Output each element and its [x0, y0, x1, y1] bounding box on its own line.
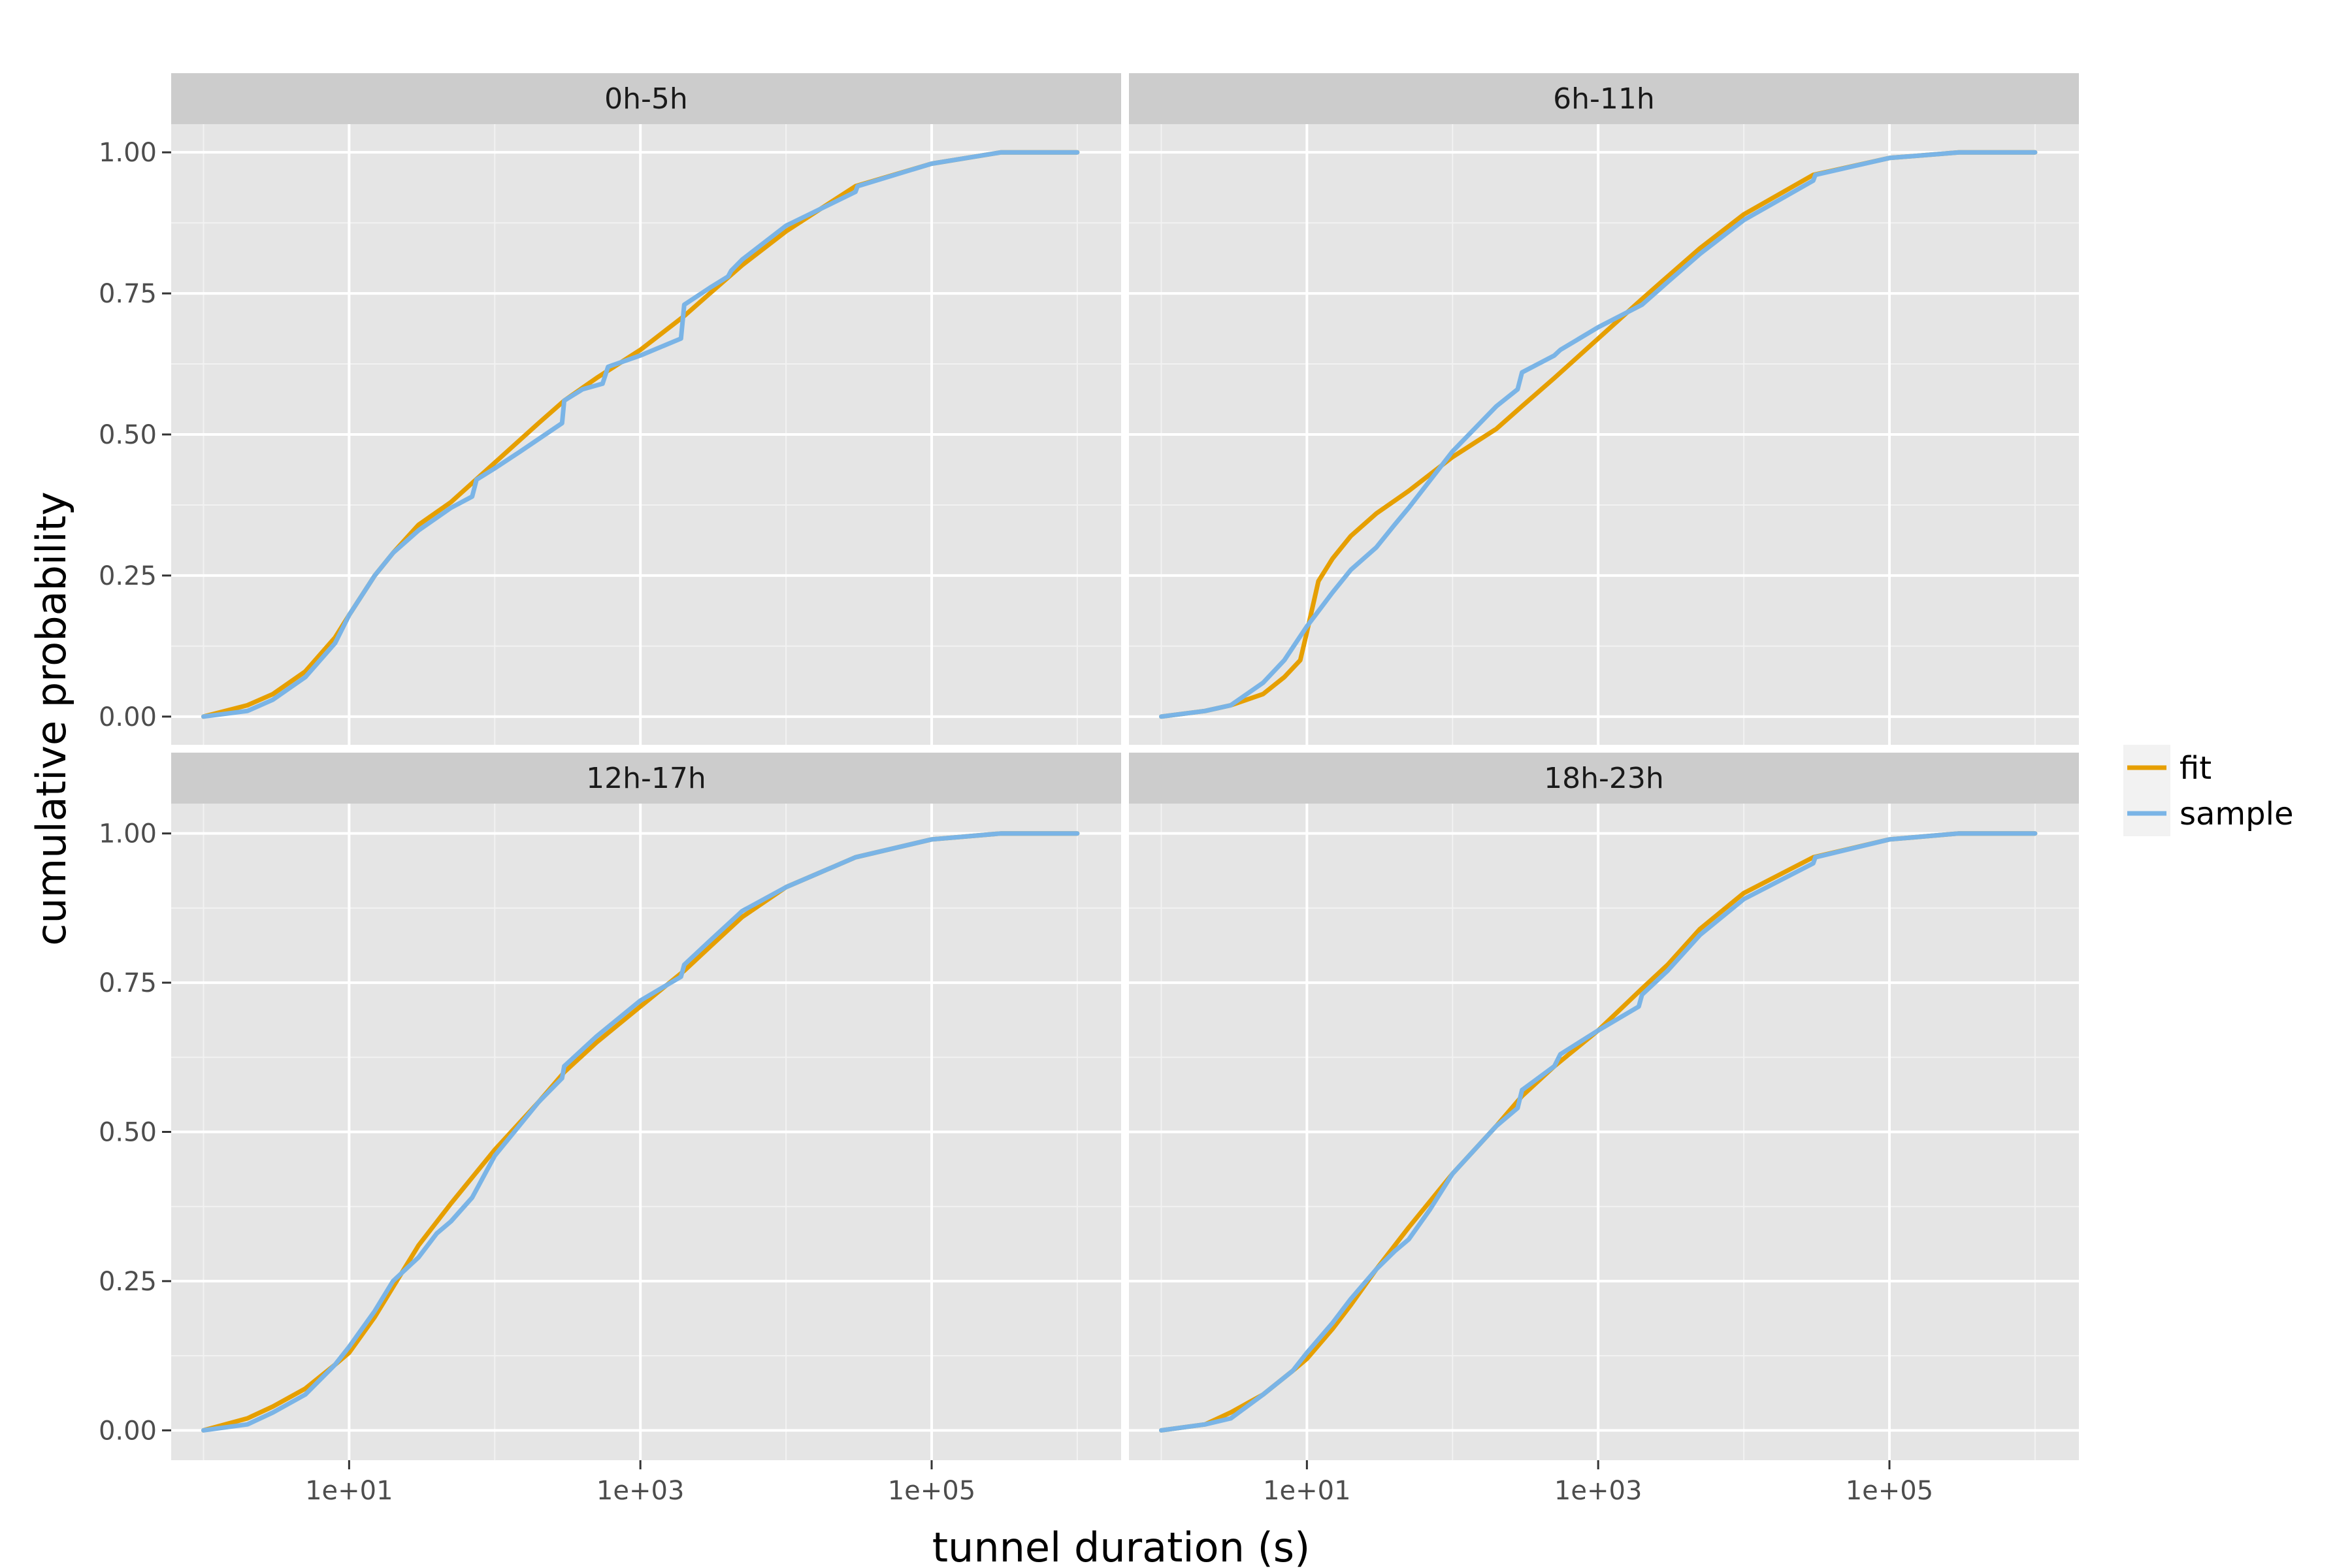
y-tick-label: 0.50	[99, 1118, 157, 1148]
x-tick-label: 1e+01	[1263, 1476, 1350, 1506]
y-tick-label: 0.00	[99, 1416, 157, 1446]
x-axis-title: tunnel duration (s)	[932, 1524, 1311, 1568]
x-tick-label: 1e+03	[596, 1476, 684, 1506]
y-tick-label: 0.25	[99, 1267, 157, 1297]
facet-strip-label: 12h-17h	[586, 762, 706, 795]
facet-strip-label: 18h-23h	[1544, 762, 1664, 795]
y-tick-label: 0.00	[99, 702, 157, 732]
legend-item-fit: fit	[2123, 745, 2212, 791]
y-tick-label: 0.25	[99, 561, 157, 591]
facet-panel-0: 0h-5h 0.00 0.25 0.50 0.75 1.00	[99, 73, 1121, 745]
facet-strip	[171, 753, 1121, 804]
y-tick-label: 1.00	[99, 138, 157, 168]
y-axis-title: cumulative probability	[27, 491, 75, 945]
facet-strip	[1129, 753, 2079, 804]
y-tick-label: 0.75	[99, 279, 157, 309]
x-tick-label: 1e+05	[1846, 1476, 1933, 1506]
y-tick-label: 0.50	[99, 420, 157, 450]
legend: fit sample	[2123, 745, 2294, 836]
legend-label: sample	[2180, 796, 2294, 832]
facet-strip-label: 0h-5h	[604, 82, 688, 116]
facet-panel-1: 6h-11h	[1129, 73, 2079, 745]
x-tick-label: 1e+03	[1554, 1476, 1642, 1506]
series-line-sample	[1159, 150, 2038, 719]
series-line-fit	[1159, 150, 2038, 719]
facet-strip	[171, 73, 1121, 124]
series-line-sample	[1159, 831, 2038, 1433]
y-tick-label: 0.75	[99, 968, 157, 998]
facet-panel-3: 18h-23h 1e+01 1e+03 1e+05	[1129, 753, 2079, 1506]
series-line-sample	[201, 831, 1080, 1433]
y-tick-label: 1.00	[99, 819, 157, 849]
facet-strip	[1129, 73, 2079, 124]
x-tick-label: 1e+05	[888, 1476, 975, 1506]
series-line-sample	[201, 150, 1080, 719]
legend-label: fit	[2180, 750, 2212, 787]
facet-panels: 0h-5h 0.00 0.25 0.50 0.75 1.00 6h-11h 12h-17h 0.…	[99, 73, 2079, 1506]
x-tick-label: 1e+01	[305, 1476, 393, 1506]
facet-strip-label: 6h-11h	[1553, 82, 1655, 116]
facet-panel-2: 12h-17h 0.00 0.25 0.50 0.75 1.00 1e+01 1e+03 1e+…	[99, 753, 1121, 1506]
legend-item-sample: sample	[2123, 791, 2294, 836]
